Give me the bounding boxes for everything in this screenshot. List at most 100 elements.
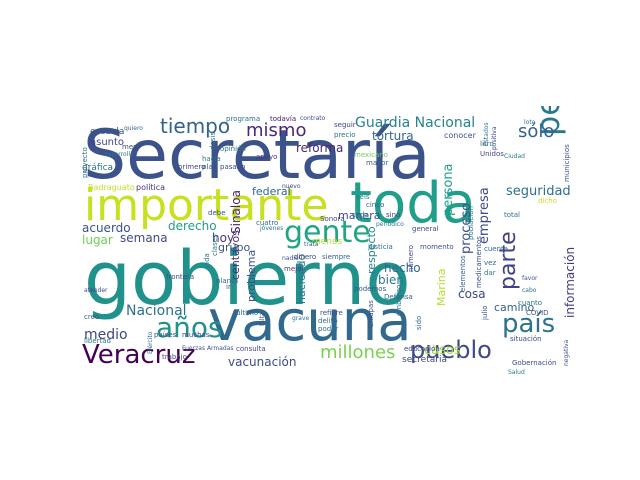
cloud-word: poder (318, 325, 339, 333)
cloud-word: clases (211, 234, 219, 256)
cloud-word: Veracruz (82, 340, 196, 370)
cloud-word: Marina (435, 268, 448, 306)
cloud-word: millones (320, 342, 396, 363)
cloud-word: precio (334, 131, 356, 139)
cloud-word: política (136, 183, 166, 192)
cloud-word: hacia (202, 155, 221, 163)
cloud-word: información (563, 246, 577, 318)
cloud-word: cuanto (518, 299, 543, 307)
cloud-word: dinero (294, 253, 317, 261)
cloud-word: negativa (563, 339, 570, 366)
cloud-word: frontera (166, 273, 195, 281)
cloud-word: centavos (229, 230, 242, 280)
cloud-word: secretaria (402, 355, 447, 365)
cloud-word: debe (208, 209, 226, 217)
cloud-word: asunto (90, 137, 125, 148)
cloud-word: trata (304, 241, 319, 248)
cloud-word: gráfica (82, 163, 114, 173)
cloud-word: total (504, 211, 521, 219)
cloud-word: cosa (458, 287, 486, 301)
cloud-word: Defensa (384, 293, 413, 301)
cloud-word: número (407, 244, 415, 272)
cloud-word: lote (524, 119, 536, 126)
cloud-word: reforma (296, 141, 344, 155)
cloud-word: favor (522, 275, 538, 282)
cloud-word: menos (312, 237, 343, 247)
cloud-word: pasado (220, 163, 246, 171)
cloud-word: libertad (84, 337, 111, 345)
cloud-word: Fuerzas Armadas (182, 345, 234, 352)
cloud-word: Gobernación (512, 359, 557, 367)
cloud-word: tiempo (160, 114, 231, 138)
cloud-word: mejor (284, 265, 305, 273)
cloud-word: población (467, 206, 475, 240)
cloud-word: Ciudad (504, 153, 525, 160)
cloud-word: pueblo (410, 336, 492, 364)
cloud-word: cada (352, 211, 369, 219)
cloud-word: acuerdo (82, 221, 131, 235)
cloud-word: momento (420, 243, 454, 251)
cloud-word: planta (216, 277, 239, 285)
cloud-word: periódico (376, 221, 404, 228)
cloud-word: cabo (522, 287, 537, 294)
cloud-word: apoyo (256, 153, 278, 161)
cloud-word: camino (494, 301, 535, 314)
cloud-word: país (502, 309, 556, 339)
cloud-word: cuenta (484, 245, 509, 253)
cloud-word: quiero (124, 125, 143, 132)
cloud-word: falta (259, 312, 266, 327)
cloud-word: hoy (212, 231, 235, 245)
cloud-word: lugar (82, 233, 113, 247)
cloud-word: vacuna (208, 289, 412, 354)
cloud-word: Ejército (147, 331, 154, 354)
cloud-word: vida (203, 253, 211, 268)
cloud-word: Unidos (480, 150, 504, 158)
cloud-word: Secretaría (83, 116, 431, 195)
cloud-word: justicia (368, 243, 393, 251)
cloud-word: muchas (182, 331, 210, 339)
cloud-word: dar (484, 269, 496, 277)
cloud-word: consulta (236, 345, 266, 353)
cloud-word: nadie (282, 255, 299, 262)
cloud-word: opinión (220, 145, 246, 153)
cloud-word: derecho (168, 219, 217, 233)
cloud-word: sido (415, 315, 423, 330)
cloud-word: parte (496, 231, 521, 290)
cloud-word: vez (484, 259, 497, 267)
cloud-word: Salud (508, 369, 525, 375)
cloud-word: conocer (444, 131, 476, 140)
cloud-word: Sonora (320, 215, 345, 223)
cloud-word: medio (84, 327, 128, 343)
cloud-word: embargo (395, 284, 403, 316)
cloud-word: importante (84, 180, 329, 231)
cloud-word: problema (245, 249, 258, 302)
cloud-word: casos (424, 343, 461, 358)
cloud-word: siempre (322, 253, 351, 261)
cloud-word: seguir (334, 121, 356, 129)
cloud-word: proyecto (81, 147, 89, 178)
cloud-word: ir (226, 283, 231, 291)
cloud-word: tortura (372, 129, 414, 143)
cloud-word: julio (481, 305, 489, 320)
cloud-word: creo (84, 313, 100, 321)
cloud-word: situación (510, 335, 542, 343)
cloud-word: dosis (209, 132, 217, 150)
cloud-word: medicamentos (475, 236, 483, 288)
word-cloud: Secretaría gobierno vacuna toda importan… (80, 106, 586, 374)
cloud-word: Nacional (126, 303, 187, 319)
cloud-word: dicho (538, 197, 557, 205)
cloud-word: sino (386, 211, 401, 219)
cloud-word: hecho (384, 261, 421, 275)
cloud-word: mes (122, 143, 137, 151)
cloud-word: cuatro (256, 219, 279, 227)
cloud-word: plan (202, 163, 218, 171)
cloud-word: desarrollo (104, 151, 134, 158)
cloud-word: seis (356, 193, 370, 201)
cloud-word: sólo (518, 121, 555, 142)
cloud-word: Chiapas (367, 300, 375, 328)
cloud-word: jóvenes (260, 225, 284, 232)
cloud-word: delito (318, 317, 338, 325)
cloud-word: Badraguato (88, 183, 135, 192)
cloud-word: general (412, 225, 439, 233)
cloud-word: mismo (246, 120, 307, 141)
